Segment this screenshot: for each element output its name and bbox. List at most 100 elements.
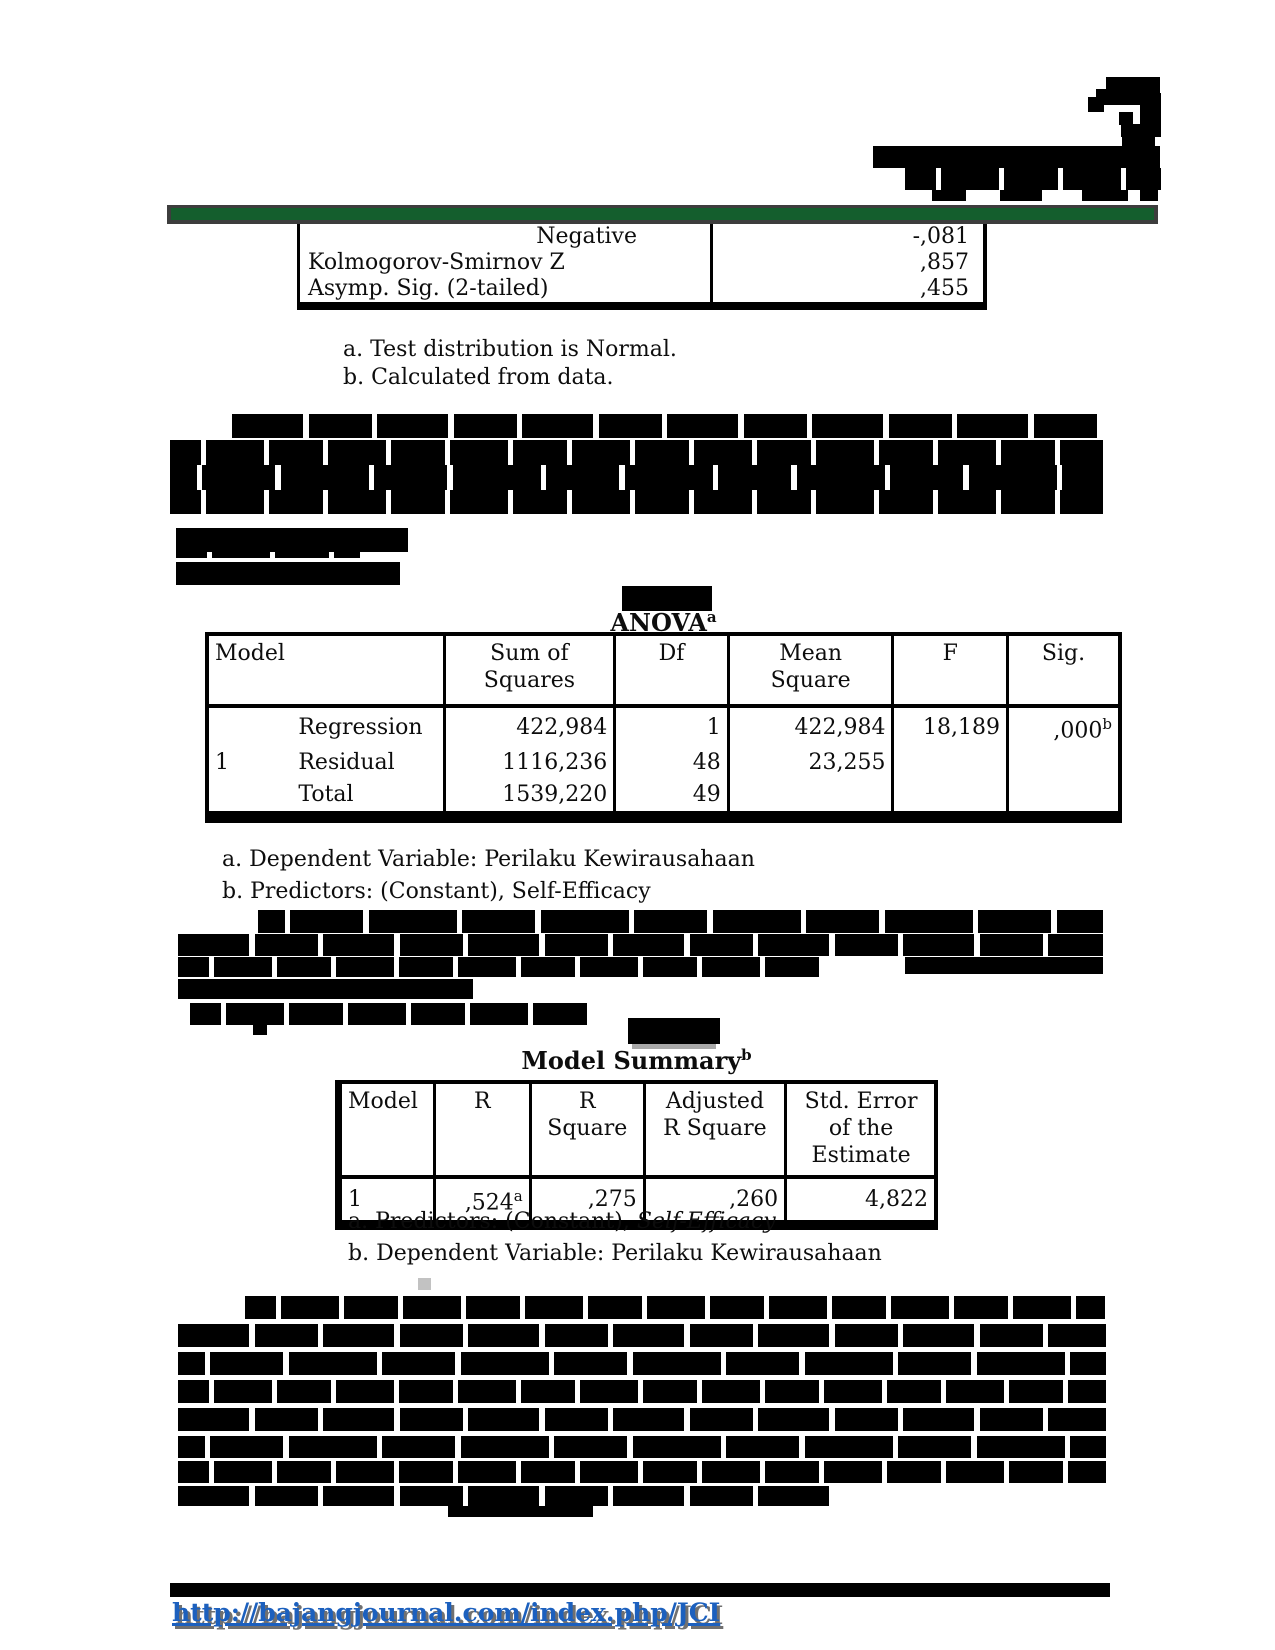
ks-row-label: Negative (536, 224, 637, 249)
ms-cell-r-square: ,275 (528, 1177, 645, 1226)
anova-title-superscript: a (706, 608, 717, 626)
redacted-text-line (190, 1003, 590, 1025)
anova-cell (1005, 747, 1120, 780)
redacted-text-line (245, 1296, 1105, 1319)
anova-cell (891, 747, 1008, 780)
green-divider (167, 205, 1158, 224)
redacted-text-line (178, 1461, 1106, 1483)
anova-cell: 18,189 (891, 706, 1008, 748)
anova-header-sum-of-squares: Sum of Squares (442, 634, 615, 708)
redaction-mark (873, 146, 1160, 168)
redaction-mark (905, 168, 1161, 190)
ks-row-value: -,081 (912, 224, 969, 249)
redacted-table-label (622, 586, 712, 611)
table-header-row: Model R R Square Adjusted R Square Std. … (338, 1082, 936, 1179)
redacted-footer-bar (170, 1583, 1110, 1597)
ms-header-adjusted-r-square: Adjusted R Square (642, 1082, 786, 1179)
anova-table: Model Sum of Squares Df Mean Square F Si… (205, 632, 1122, 824)
redaction-mark (1088, 97, 1104, 112)
redacted-table-label (628, 1018, 720, 1044)
redacted-table-label-shadow (632, 1044, 716, 1049)
table-header-row: Model Sum of Squares Df Mean Square F Si… (207, 634, 1120, 708)
redacted-text-line (176, 528, 408, 552)
redaction-mark (1140, 93, 1161, 137)
redacted-text-line (178, 957, 823, 977)
ms-header-std-error: Std. Error of the Estimate (784, 1082, 936, 1179)
table-note: a. Predictors: (Constant), Self-Efficacy (348, 1208, 776, 1236)
ks-test-table: Negative -,081 Kolmogorov-Smirnov Z ,857… (297, 224, 987, 310)
anova-cell (891, 779, 1008, 818)
anova-header-f: F (891, 634, 1008, 708)
redacted-text-line (170, 465, 1103, 490)
anova-cell: 48 (613, 747, 729, 780)
redaction-mark (1140, 190, 1158, 201)
anova-cell: 422,984 (726, 706, 893, 748)
redaction-mark (1000, 190, 1042, 201)
redacted-text-line (178, 1380, 1106, 1403)
redaction-mark (1121, 124, 1140, 137)
ms-header-r-square: R Square (528, 1082, 645, 1179)
redacted-text-line (178, 1408, 1106, 1431)
anova-model-number-cell (207, 779, 292, 817)
anova-cell: 1539,220 (442, 779, 615, 818)
ms-cell-std-error: 4,822 (784, 1177, 936, 1226)
model-summary-title: Model Summaryb (335, 1046, 938, 1075)
redacted-text-line (253, 1025, 267, 1035)
ms-cell-adjusted-r-square: ,260 (642, 1177, 786, 1226)
table-row: 1 ,524a ,275 ,260 4,822 (339, 1177, 936, 1226)
table-row: Kolmogorov-Smirnov Z ,857 (300, 250, 983, 276)
redacted-text-line (176, 552, 360, 558)
anova-row-label: Regression (298, 714, 423, 740)
redacted-text-line (178, 1324, 1106, 1347)
anova-header-sig: Sig. (1005, 634, 1120, 708)
redaction-mark (1122, 134, 1155, 148)
redacted-text-line (905, 957, 1103, 974)
table-note: b. Predictors: (Constant), Self-Efficacy (222, 879, 651, 904)
anova-row-label: Residual (298, 750, 395, 776)
anova-header-mean-square: Mean Square (726, 634, 893, 708)
ks-row-label: Kolmogorov-Smirnov Z (308, 250, 565, 275)
redaction-mark (932, 190, 966, 201)
ms-header-model: Model (338, 1082, 435, 1179)
redacted-text-line (232, 414, 1100, 438)
redacted-text-line (170, 440, 1103, 465)
table-row: 1 Residual 1116,236 48 23,255 (207, 747, 1120, 780)
anova-cell: ,000b (1005, 706, 1120, 748)
redacted-text-line (178, 1352, 1106, 1375)
anova-cell: 1116,236 (442, 747, 615, 780)
redacted-text-line (178, 979, 473, 999)
table-note: a. Dependent Variable: Perilaku Kewiraus… (222, 847, 755, 872)
ks-row-label: Asymp. Sig. (2-tailed) (308, 276, 549, 301)
journal-url-link[interactable]: http://bajangjournal.com/index.php/JCI (172, 1598, 721, 1627)
redacted-text-line (178, 1436, 1106, 1458)
table-row: Negative -,081 (300, 224, 983, 250)
ks-row-value: ,455 (920, 276, 969, 301)
anova-cell: 49 (613, 779, 729, 818)
anova-cell: 23,255 (726, 747, 893, 780)
redaction-mark (1119, 112, 1133, 125)
table-note: b. Calculated from data. (343, 365, 614, 390)
redacted-text-line (178, 1486, 833, 1506)
ms-cell-r: ,524a (432, 1177, 531, 1226)
anova-row-label: Total (298, 782, 354, 808)
redacted-text-line (178, 934, 1103, 956)
anova-model-number-cell: 1 (215, 750, 229, 776)
anova-cell: 422,984 (442, 706, 615, 748)
anova-header-df: Df (613, 634, 729, 708)
redacted-text-line (448, 1506, 593, 1517)
model-summary-table: Model R R Square Adjusted R Square Std. … (335, 1080, 938, 1231)
anova-header-model: Model (207, 634, 445, 708)
model-summary-title-superscript: b (741, 1046, 752, 1064)
table-row: Asymp. Sig. (2-tailed) ,455 (300, 276, 983, 302)
ks-table-column-divider (710, 224, 713, 302)
green-divider-fill (171, 208, 1154, 220)
table-note: b. Dependent Variable: Perilaku Kewiraus… (348, 1241, 882, 1266)
redaction-mark (1082, 190, 1128, 201)
anova-cell (726, 779, 893, 818)
ms-cell-model: 1 (348, 1186, 362, 1212)
anova-model-number-cell (207, 706, 292, 747)
model-summary-title-text: Model Summary (521, 1046, 742, 1075)
note-text: a. Predictors: (Constant), (348, 1209, 637, 1234)
anova-cell (1005, 779, 1120, 818)
